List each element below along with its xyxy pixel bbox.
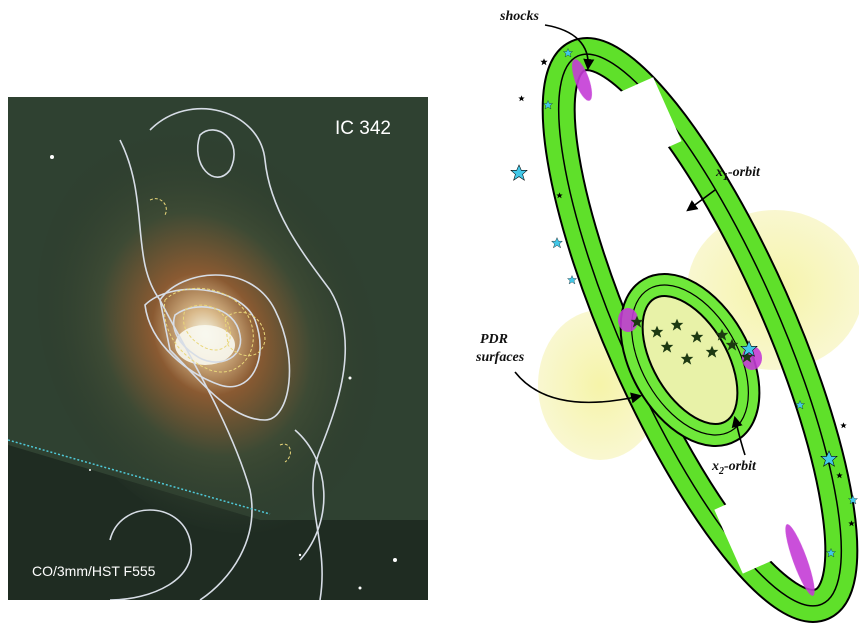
figure: IC 342 CO/3mm/HST F555	[0, 0, 859, 625]
label-base: x	[711, 459, 719, 474]
page: {"left_panel": {"object_label": "IC 342"…	[0, 0, 859, 625]
pdr-label: PDR surfaces	[475, 332, 525, 365]
data-label: CO/3mm/HST F555	[32, 563, 156, 579]
label-line: PDR	[480, 332, 508, 347]
bar-diagram	[507, 24, 859, 625]
label-line: surfaces	[475, 350, 525, 365]
object-label: IC 342	[335, 118, 391, 139]
label-base: x	[715, 165, 723, 180]
galaxy-image	[0, 68, 458, 600]
label-rest: -orbit	[724, 459, 757, 474]
shocks-label: shocks	[499, 9, 539, 24]
label-rest: -orbit	[728, 165, 761, 180]
x2-orbit-label: x2-orbit	[711, 459, 757, 477]
